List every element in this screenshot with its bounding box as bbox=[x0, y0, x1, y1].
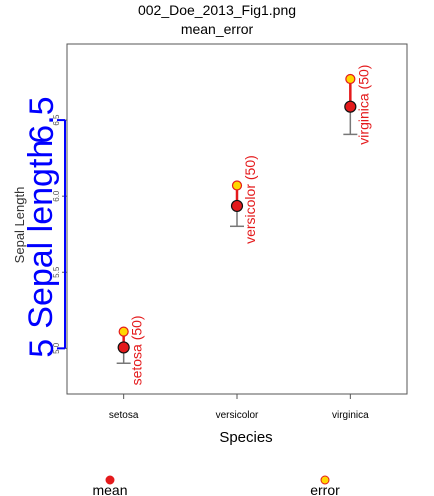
point-label: versicolor (50) bbox=[242, 155, 258, 244]
overlay-tick-label: 6.5 bbox=[23, 96, 61, 143]
chart-title: 002_Doe_2013_Fig1.png bbox=[138, 2, 296, 18]
y-tick-label: 5.0 bbox=[52, 342, 61, 354]
point-label: virginica (50) bbox=[355, 65, 371, 145]
y-tick-label: 6.5 bbox=[52, 114, 61, 126]
y-tick-label: 5.5 bbox=[52, 266, 61, 278]
x-tick-label: virginica bbox=[332, 410, 369, 421]
mean-point bbox=[117, 341, 130, 354]
error-point bbox=[345, 73, 356, 85]
overlay-tick-label: 5 bbox=[23, 339, 61, 358]
chart-subtitle: mean_error bbox=[181, 21, 254, 37]
x-tick-label: versicolor bbox=[216, 410, 259, 421]
legend-marker bbox=[105, 475, 115, 485]
mean-point bbox=[230, 199, 244, 213]
overlay-axis-label: Sepal length bbox=[22, 140, 60, 329]
point-label: setosa (50) bbox=[129, 315, 145, 385]
legend-label: mean bbox=[92, 482, 127, 496]
legend-marker bbox=[320, 475, 330, 485]
x-axis-label: Species bbox=[219, 429, 272, 446]
y-tick-label: 6.0 bbox=[52, 190, 61, 202]
error-point bbox=[231, 180, 243, 191]
legend-label: error bbox=[310, 482, 340, 496]
x-tick-label: setosa bbox=[109, 410, 139, 421]
mean-point bbox=[344, 100, 357, 113]
error-point bbox=[118, 326, 129, 337]
y-axis-label: Sepal Length bbox=[12, 187, 27, 264]
